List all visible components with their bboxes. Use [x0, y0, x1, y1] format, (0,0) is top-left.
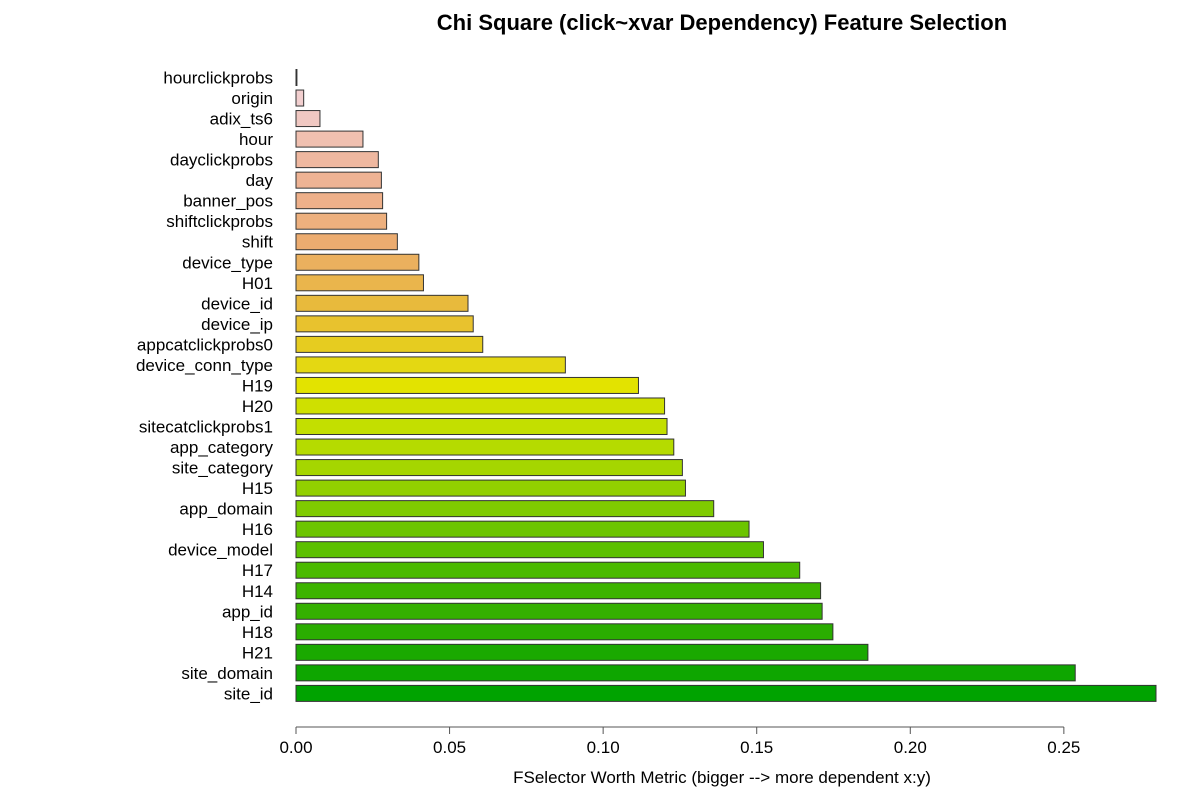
category-label: app_id	[222, 602, 273, 621]
category-label: H15	[242, 479, 273, 498]
bar-device_id	[295, 294, 469, 312]
category-label: H14	[242, 582, 273, 601]
bar-app_id	[295, 602, 823, 620]
x-axis: 0.00 0.05 0.10 0.15 0.20 0.25	[279, 726, 1080, 757]
x-axis-title: FSelector Worth Metric (bigger --> more …	[513, 768, 931, 787]
bar-H19	[295, 376, 639, 394]
category-label: site_id	[224, 684, 273, 703]
bar-sitecatclickprobs1	[295, 418, 668, 436]
x-tick-label: 0.10	[587, 738, 620, 757]
bar-site_id	[295, 684, 1157, 702]
x-tick-label: 0.15	[740, 738, 773, 757]
bar-shiftclickprobs	[295, 212, 388, 230]
category-label: shift	[242, 233, 273, 252]
category-label: hourclickprobs	[163, 69, 273, 88]
category-label: app_category	[170, 438, 274, 457]
x-tick-label: 0.05	[433, 738, 466, 757]
bar-site_domain	[295, 664, 1076, 682]
category-label: banner_pos	[183, 192, 273, 211]
category-label: device_model	[168, 541, 273, 560]
bar-shift	[295, 233, 398, 251]
bar-device_conn_type	[295, 356, 566, 374]
category-label: device_type	[182, 253, 273, 272]
bar-device_ip	[295, 315, 474, 333]
category-label: H20	[242, 397, 273, 416]
bar-device_model	[295, 541, 764, 559]
x-axis-line	[295, 726, 1065, 734]
bar-site_category	[295, 459, 683, 477]
bar-device_type	[295, 253, 420, 271]
x-tick-label: 0.20	[894, 738, 927, 757]
bar-dayclickprobs	[295, 151, 379, 169]
x-tick-label: 0.00	[279, 738, 312, 757]
bar-hour	[295, 130, 364, 148]
category-label: device_ip	[201, 315, 273, 334]
category-label: site_domain	[181, 664, 273, 683]
category-label: device_id	[201, 294, 273, 313]
category-label: H21	[242, 643, 273, 662]
category-label: day	[246, 171, 274, 190]
category-label: adix_ts6	[210, 110, 273, 129]
bar-H14	[295, 582, 822, 600]
category-label: H19	[242, 376, 273, 395]
bar-H20	[295, 397, 666, 415]
category-label: sitecatclickprobs1	[139, 418, 273, 437]
category-label: H18	[242, 623, 273, 642]
category-label: app_domain	[179, 500, 273, 519]
category-label: H01	[242, 274, 273, 293]
category-label: H17	[242, 561, 273, 580]
bar-H15	[295, 479, 686, 497]
bar-H16	[295, 520, 750, 538]
category-label: shiftclickprobs	[166, 212, 273, 231]
bar-app_domain	[295, 500, 715, 518]
category-label: device_conn_type	[136, 356, 273, 375]
bar-app_category	[295, 438, 675, 456]
bar-H17	[295, 561, 801, 579]
category-label: appcatclickprobs0	[137, 335, 273, 354]
category-label: dayclickprobs	[170, 151, 273, 170]
bars-group	[295, 69, 1157, 702]
category-label: H16	[242, 520, 273, 539]
bar-origin	[295, 89, 305, 107]
bar-H01	[295, 274, 424, 292]
category-label: hour	[239, 130, 273, 149]
bar-appcatclickprobs0	[295, 335, 484, 353]
bar-H21	[295, 643, 869, 661]
chart-title: Chi Square (click~xvar Dependency) Featu…	[437, 10, 1007, 35]
category-label: origin	[231, 89, 273, 108]
bar-hourclickprobs	[295, 69, 298, 86]
bar-adix_ts6	[295, 110, 321, 128]
bar-day	[295, 171, 382, 189]
x-tick-label: 0.25	[1047, 738, 1080, 757]
bar-H18	[295, 623, 834, 641]
category-label: site_category	[172, 459, 274, 478]
bar-banner_pos	[295, 192, 384, 210]
